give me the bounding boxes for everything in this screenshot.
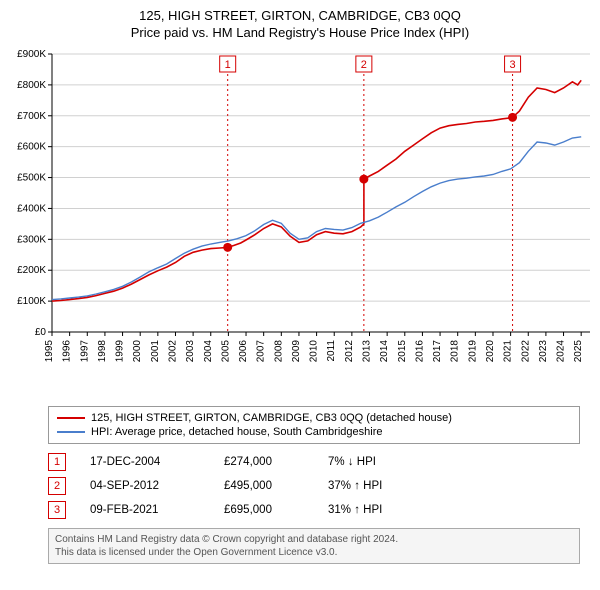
sales-table: 1 17-DEC-2004 £274,000 7% ↓ HPI 2 04-SEP-2012… <box>48 450 580 522</box>
sales-date: 17-DEC-2004 <box>90 456 200 468</box>
sales-delta: 7% ↓ HPI <box>328 456 428 468</box>
sales-price: £495,000 <box>224 480 304 492</box>
y-tick-label: £700K <box>17 111 46 122</box>
y-tick-label: £600K <box>17 142 46 153</box>
sales-delta: 31% ↑ HPI <box>328 504 428 516</box>
sale-marker-dot <box>359 175 368 184</box>
x-tick-label: 2000 <box>132 340 143 363</box>
x-tick-label: 2011 <box>326 340 337 362</box>
x-tick-label: 1999 <box>115 340 126 363</box>
sales-price: £695,000 <box>224 504 304 516</box>
legend-swatch <box>57 431 85 433</box>
sales-marker-box: 2 <box>48 477 66 495</box>
x-tick-label: 2007 <box>256 340 267 363</box>
legend-row: HPI: Average price, detached house, Sout… <box>57 425 571 439</box>
footer-line-2: This data is licensed under the Open Gov… <box>55 546 573 559</box>
sales-delta: 37% ↑ HPI <box>328 480 428 492</box>
x-tick-label: 1997 <box>79 340 90 363</box>
chart-title: 125, HIGH STREET, GIRTON, CAMBRIDGE, CB3… <box>0 8 600 23</box>
sales-date: 04-SEP-2012 <box>90 480 200 492</box>
x-tick-label: 2005 <box>220 340 231 363</box>
y-tick-label: £400K <box>17 203 46 214</box>
x-tick-label: 2003 <box>185 340 196 363</box>
chart-subtitle: Price paid vs. HM Land Registry's House … <box>0 25 600 40</box>
y-tick-label: £500K <box>17 173 46 184</box>
legend-label: HPI: Average price, detached house, Sout… <box>91 426 382 438</box>
sale-marker-dot <box>223 243 232 252</box>
y-tick-label: £300K <box>17 234 46 245</box>
x-tick-label: 2009 <box>291 340 302 363</box>
sale-marker-number: 2 <box>361 59 367 71</box>
line-chart-svg: £0 £100K £200K £300K £400K £500K £600K £700K £80… <box>0 48 600 398</box>
x-tick-label: 2018 <box>450 340 461 363</box>
legend-swatch <box>57 417 85 419</box>
x-tick-label: 2015 <box>397 340 408 363</box>
x-tick-label: 2019 <box>467 340 478 363</box>
footer-line-1: Contains HM Land Registry data © Crown c… <box>55 533 573 546</box>
sales-row: 3 09-FEB-2021 £695,000 31% ↑ HPI <box>48 498 580 522</box>
sale-marker-number: 1 <box>225 59 231 71</box>
y-tick-label: £900K <box>17 49 46 60</box>
x-tick-label: 2023 <box>538 340 549 363</box>
sales-row: 1 17-DEC-2004 £274,000 7% ↓ HPI <box>48 450 580 474</box>
x-tick-label: 2001 <box>150 340 161 363</box>
sales-marker-box: 3 <box>48 501 66 519</box>
x-tick-label: 2021 <box>503 340 514 363</box>
x-tick-label: 2013 <box>362 340 373 363</box>
y-tick-label: £0 <box>35 327 47 338</box>
x-tick-label: 2006 <box>238 340 249 363</box>
x-tick-label: 2025 <box>573 340 584 363</box>
x-tick-label: 2022 <box>520 340 531 363</box>
x-tick-label: 2012 <box>344 340 355 363</box>
y-tick-label: £200K <box>17 265 46 276</box>
x-tick-label: 1996 <box>62 340 73 363</box>
x-tick-label: 2002 <box>167 340 178 363</box>
x-tick-label: 2020 <box>485 340 496 363</box>
x-tick-label: 1995 <box>44 340 55 363</box>
sales-price: £274,000 <box>224 456 304 468</box>
x-tick-label: 1998 <box>97 340 108 363</box>
chart-area: £0 £100K £200K £300K £400K £500K £600K £700K £80… <box>0 48 600 398</box>
sale-marker-number: 3 <box>510 59 516 71</box>
sale-marker-dot <box>508 113 517 122</box>
x-tick-label: 2017 <box>432 340 443 363</box>
x-tick-label: 2024 <box>556 340 567 363</box>
legend: 125, HIGH STREET, GIRTON, CAMBRIDGE, CB3… <box>48 406 580 444</box>
x-tick-label: 2014 <box>379 340 390 363</box>
y-tick-label: £100K <box>17 296 46 307</box>
y-tick-label: £800K <box>17 80 46 91</box>
header: 125, HIGH STREET, GIRTON, CAMBRIDGE, CB3… <box>0 0 600 40</box>
chart-container: 125, HIGH STREET, GIRTON, CAMBRIDGE, CB3… <box>0 0 600 564</box>
sales-date: 09-FEB-2021 <box>90 504 200 516</box>
x-tick-label: 2016 <box>414 340 425 363</box>
legend-row: 125, HIGH STREET, GIRTON, CAMBRIDGE, CB3… <box>57 411 571 425</box>
sales-row: 2 04-SEP-2012 £495,000 37% ↑ HPI <box>48 474 580 498</box>
footer-attribution: Contains HM Land Registry data © Crown c… <box>48 528 580 564</box>
sales-marker-box: 1 <box>48 453 66 471</box>
x-tick-label: 2008 <box>273 340 284 363</box>
x-tick-label: 2010 <box>309 340 320 363</box>
legend-label: 125, HIGH STREET, GIRTON, CAMBRIDGE, CB3… <box>91 412 452 424</box>
x-tick-label: 2004 <box>203 340 214 363</box>
